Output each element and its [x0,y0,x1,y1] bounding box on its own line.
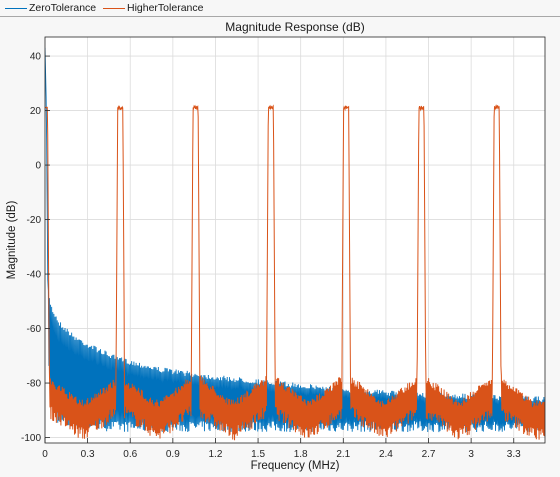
plot-area-border [44,36,546,444]
y-axis-label: Magnitude (dB) [6,201,18,280]
series-layer [45,47,545,441]
x-tick-label: 2.7 [422,449,436,460]
x-tick-label: 0.3 [81,449,95,460]
grid [44,37,545,443]
x-axis: 0 0.3 0.6 0.9 1.2 1.5 1.8 2.1 2.4 2.7 3 3.3 [42,438,521,460]
x-tick-label: 1.2 [209,449,223,460]
y-axis: -100 -80 -60 -40 -20 0 20 40 [21,52,50,444]
x-axis-label: Frequency (MHz) [251,460,340,472]
x-tick-label: 0.9 [166,449,180,460]
legend-swatch-higher-tolerance [103,7,125,9]
x-tick-label: 3.3 [507,449,521,460]
legend: ZeroTolerance HigherTolerance [0,0,560,17]
legend-swatch-zero-tolerance [5,7,27,9]
x-tick-label: 0 [42,449,48,460]
x-tick-label: 0.6 [123,449,137,460]
legend-label-zero-tolerance: ZeroTolerance [29,2,97,14]
y-tick-label: -20 [27,215,42,226]
x-tick-label: 2.4 [379,449,393,460]
x-tick-label: 1.5 [251,449,265,460]
series-line-higher-tolerance [45,104,545,441]
y-tick-label: -80 [27,379,42,390]
y-tick-label: 20 [30,106,42,117]
y-tick-label: 40 [30,52,42,63]
x-tick-label: 1.8 [294,449,308,460]
y-tick-label: 0 [35,161,41,172]
legend-item-higher-tolerance[interactable]: HigherTolerance [103,1,203,15]
legend-label-higher-tolerance: HigherTolerance [127,2,204,14]
series-line-zero-tolerance [45,47,545,433]
y-tick-label: -40 [27,270,42,281]
chart-title: Magnitude Response (dB) [225,20,364,34]
y-tick-label: -60 [27,324,42,335]
y-tick-label: -100 [21,433,41,444]
x-tick-label: 2.1 [336,449,350,460]
legend-item-zero-tolerance[interactable]: ZeroTolerance [5,1,96,15]
x-tick-label: 3 [468,449,474,460]
